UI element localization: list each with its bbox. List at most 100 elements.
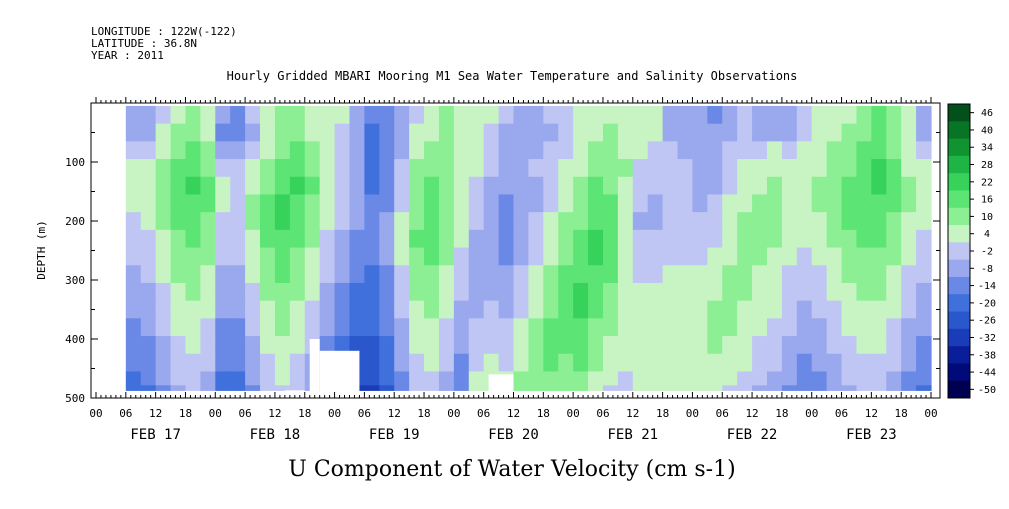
- heatmap-cell: [289, 318, 306, 337]
- heatmap-cell: [483, 336, 500, 355]
- heatmap-cell: [394, 385, 410, 391]
- heatmap-cell: [304, 300, 321, 319]
- heatmap-cell: [230, 141, 246, 160]
- heatmap-cell: [274, 247, 291, 266]
- heatmap-cell: [602, 247, 619, 266]
- heatmap-cell: [707, 159, 723, 178]
- heatmap-cell: [752, 318, 768, 337]
- heatmap-cell: [796, 212, 813, 231]
- heatmap-cell: [558, 212, 574, 231]
- heatmap-cell: [319, 176, 336, 196]
- heatmap-cell: [856, 123, 872, 142]
- heatmap-cell: [737, 371, 753, 386]
- heatmap-cell: [424, 318, 440, 337]
- heatmap-cell: [334, 265, 351, 284]
- heatmap-cell: [781, 176, 798, 196]
- heatmap-cell: [468, 353, 485, 373]
- heatmap-cell: [766, 300, 783, 319]
- heatmap-cell: [617, 318, 634, 337]
- heatmap-cell: [916, 247, 932, 266]
- heatmap-cell: [245, 336, 261, 355]
- heatmap-cell: [588, 229, 604, 249]
- heatmap-cell: [722, 194, 738, 213]
- heatmap-cell: [766, 318, 783, 337]
- heatmap-cell: [737, 159, 753, 178]
- heatmap-cell: [289, 123, 306, 142]
- heatmap-cell: [617, 247, 634, 266]
- heatmap-cell: [215, 385, 231, 391]
- heatmap-cell: [260, 141, 276, 160]
- heatmap-cell: [394, 212, 410, 231]
- heatmap-cell: [319, 105, 336, 125]
- heatmap-cell: [752, 282, 768, 302]
- heatmap-cell: [409, 265, 425, 284]
- heatmap-cell: [140, 300, 157, 319]
- heatmap-cell: [737, 212, 753, 231]
- heatmap-cell: [424, 159, 440, 178]
- heatmap-cell: [841, 229, 858, 249]
- heatmap-cell: [781, 282, 798, 302]
- heatmap-cell: [528, 123, 544, 142]
- x-tick-label: 06: [119, 407, 132, 420]
- heatmap-cell: [677, 105, 694, 125]
- heatmap-cell: [602, 282, 619, 302]
- y-axis-tick-labels: 100 200 300 400 500: [65, 156, 85, 405]
- heatmap-cell: [826, 265, 843, 284]
- heatmap-cell: [468, 123, 485, 142]
- heatmap-cell: [871, 194, 887, 213]
- heatmap-cell: [916, 371, 932, 386]
- heatmap-cell: [722, 385, 738, 391]
- heatmap-cell: [364, 212, 380, 231]
- heatmap-cell: [722, 229, 738, 249]
- heatmap-cell: [752, 159, 768, 178]
- heatmap-cell: [289, 176, 306, 196]
- heatmap-cell: [573, 176, 589, 196]
- heatmap-cell: [513, 371, 530, 386]
- heatmap-cell: [722, 300, 738, 319]
- heatmap-cell: [200, 123, 216, 142]
- heatmap-cell: [319, 194, 336, 213]
- x-tick-label: 18: [417, 407, 430, 420]
- heatmap-cell: [185, 371, 201, 386]
- heatmap-cell: [766, 141, 783, 160]
- heatmap-cell: [274, 229, 291, 249]
- heatmap-cell: [707, 123, 723, 142]
- heatmap-cell: [289, 336, 306, 355]
- heatmap-cell: [200, 159, 216, 178]
- heatmap-cell: [588, 123, 604, 142]
- heatmap-cell: [662, 371, 679, 386]
- heatmap-cell: [215, 336, 231, 355]
- heatmap-cell: [379, 282, 395, 302]
- heatmap-cell: [468, 159, 485, 178]
- heatmap-cell: [409, 159, 425, 178]
- heatmap-cell: [901, 371, 917, 386]
- heatmap-cell: [349, 265, 365, 284]
- heatmap-cell: [304, 229, 321, 249]
- heatmap-cell: [319, 265, 336, 284]
- heatmap-cell: [334, 194, 351, 213]
- heatmap-cell: [841, 176, 858, 196]
- colorbar-label: 46: [981, 108, 993, 119]
- heatmap-cell: [588, 318, 604, 337]
- heatmap-cell: [841, 371, 858, 386]
- heatmap-cell: [498, 105, 515, 125]
- heatmap-cell: [438, 247, 455, 266]
- heatmap-cell: [826, 159, 843, 178]
- heatmap-cell: [125, 194, 142, 213]
- heatmap-cell: [811, 318, 828, 337]
- heatmap-cell: [424, 176, 440, 196]
- heatmap-cell: [617, 385, 634, 391]
- heatmap-cell: [766, 194, 783, 213]
- heatmap-cell: [438, 229, 455, 249]
- heatmap-cell: [662, 176, 679, 196]
- x-tick-label: 12: [268, 407, 281, 420]
- heatmap-cell: [647, 123, 664, 142]
- heatmap-cell: [617, 371, 634, 386]
- heatmap-cell: [856, 105, 872, 125]
- heatmap-cell: [737, 385, 753, 391]
- colorbar-label: -38: [978, 350, 996, 361]
- heatmap-cell: [513, 265, 530, 284]
- y-tick-label: 400: [65, 333, 85, 346]
- heatmap-cell: [483, 123, 500, 142]
- heatmap-cell: [856, 300, 872, 319]
